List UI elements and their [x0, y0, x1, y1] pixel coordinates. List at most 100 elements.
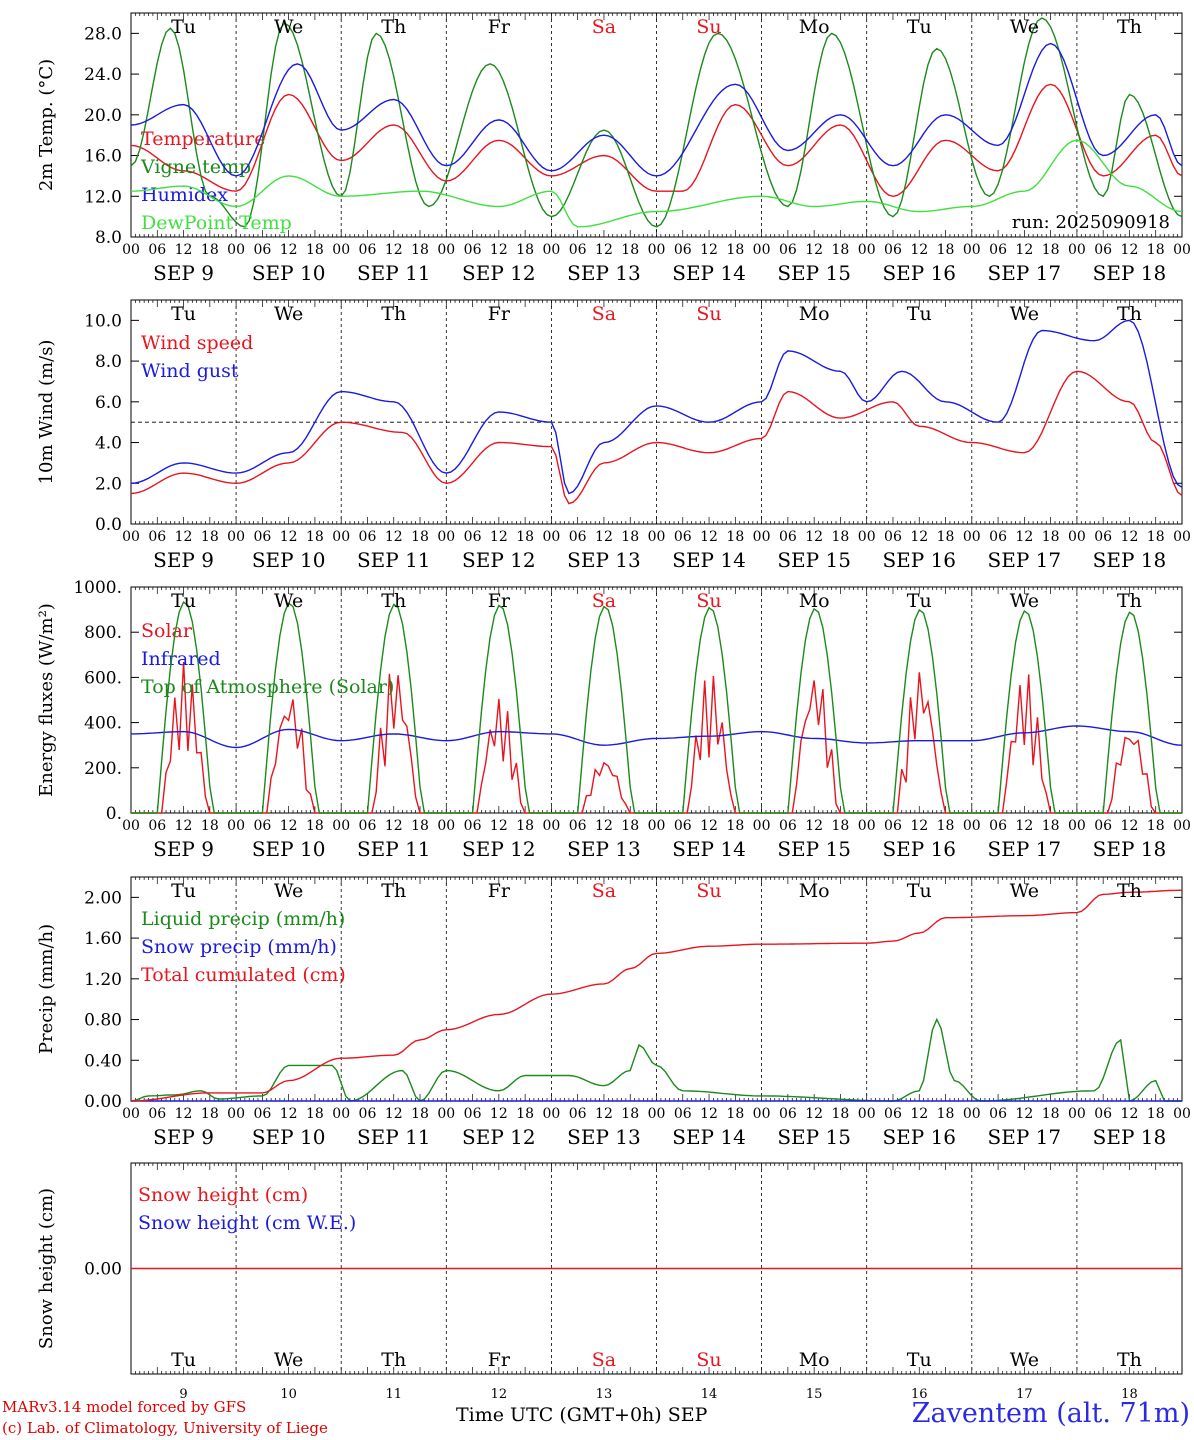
y-tick-label: 2.0 — [95, 474, 122, 494]
day-number-label: 14 — [701, 1387, 718, 1402]
weekday-label: Sa — [592, 16, 616, 38]
hour-tick-label: 06 — [674, 1106, 692, 1122]
hour-tick-label: 12 — [1121, 242, 1139, 258]
hour-tick-label: 06 — [1094, 529, 1112, 545]
hour-tick-label: 06 — [989, 1106, 1007, 1122]
hour-tick-label: 12 — [1121, 818, 1139, 834]
hour-tick-label: 12 — [595, 242, 613, 258]
weekday-label: We — [1010, 1349, 1039, 1371]
hour-tick-label: 12 — [1121, 1106, 1139, 1122]
hour-tick-label: 00 — [753, 818, 771, 834]
hour-tick-label: 12 — [490, 1106, 508, 1122]
day-number-label: 11 — [385, 1387, 402, 1402]
hour-tick-label: 12 — [385, 818, 403, 834]
y-tick-label: 0.0 — [95, 515, 122, 535]
hour-tick-label: 00 — [858, 818, 876, 834]
hour-tick-label: 12 — [490, 818, 508, 834]
y-axis-label: Snow height (cm) — [36, 1188, 57, 1349]
hour-tick-label: 00 — [753, 529, 771, 545]
weekday-label: Sa — [592, 880, 616, 902]
weekday-label: Th — [1117, 16, 1142, 38]
hour-tick-label: 06 — [359, 529, 377, 545]
weekday-label: We — [1010, 303, 1039, 325]
hour-tick-label: 18 — [1147, 1106, 1165, 1122]
hour-tick-label: 06 — [884, 818, 902, 834]
weekday-label: Sa — [592, 590, 616, 612]
hour-tick-label: 00 — [332, 242, 350, 258]
y-tick-label: 4.0 — [95, 434, 122, 454]
hour-tick-label: 06 — [464, 529, 482, 545]
y-tick-label: 800. — [84, 623, 122, 643]
hour-tick-label: 12 — [595, 529, 613, 545]
hour-tick-label: 18 — [832, 529, 850, 545]
date-label: SEP 9 — [153, 1125, 214, 1149]
hour-tick-label: 18 — [1042, 1106, 1060, 1122]
hour-tick-label: 18 — [411, 818, 429, 834]
legend-entry: Liquid precip (mm/h) — [141, 908, 345, 930]
weekday-label: Th — [381, 303, 406, 325]
hour-tick-label: 06 — [569, 529, 587, 545]
weekday-label: Fr — [488, 590, 511, 612]
y-tick-label: 1.20 — [84, 970, 122, 990]
hour-tick-label: 12 — [385, 242, 403, 258]
hour-tick-label: 12 — [700, 1106, 718, 1122]
hour-tick-label: 00 — [858, 529, 876, 545]
hour-tick-label: 06 — [779, 1106, 797, 1122]
hour-tick-label: 18 — [726, 529, 744, 545]
date-label: SEP 17 — [988, 548, 1062, 572]
hour-tick-label: 12 — [490, 242, 508, 258]
date-label: SEP 12 — [462, 837, 536, 861]
y-tick-label: 16.0 — [84, 147, 122, 167]
hour-tick-label: 18 — [726, 1106, 744, 1122]
weekday-label: We — [1010, 590, 1039, 612]
weekday-label: Th — [381, 590, 406, 612]
hour-tick-label: 00 — [1173, 529, 1191, 545]
weekday-label: Th — [1117, 590, 1142, 612]
weekday-label: Fr — [488, 303, 511, 325]
legend-entry: Vigne temp — [140, 156, 251, 178]
hour-tick-label: 00 — [1068, 529, 1086, 545]
date-label: SEP 12 — [462, 1125, 536, 1149]
legend-entry: Solar — [141, 620, 193, 642]
hour-tick-label: 00 — [858, 1106, 876, 1122]
hour-tick-label: 06 — [884, 1106, 902, 1122]
hour-tick-label: 00 — [648, 818, 666, 834]
hour-tick-label: 06 — [779, 818, 797, 834]
weekday-label: Sa — [592, 1349, 616, 1371]
lab-credit: (c) Lab. of Climatology, University of L… — [2, 1419, 328, 1437]
weekday-label: Fr — [488, 1349, 511, 1371]
hour-tick-label: 00 — [1068, 818, 1086, 834]
hour-tick-label: 12 — [280, 529, 298, 545]
weekday-label: Tu — [171, 590, 196, 612]
weekday-label: Sa — [592, 303, 616, 325]
hour-tick-label: 06 — [148, 242, 166, 258]
hour-tick-label: 12 — [910, 818, 928, 834]
date-label: SEP 9 — [153, 837, 214, 861]
hour-tick-label: 18 — [832, 1106, 850, 1122]
hour-tick-label: 00 — [963, 818, 981, 834]
weekday-label: Mo — [799, 880, 830, 902]
hour-tick-label: 18 — [937, 242, 955, 258]
hour-tick-label: 18 — [726, 242, 744, 258]
hour-tick-label: 06 — [989, 529, 1007, 545]
weekday-label: Su — [696, 590, 721, 612]
hour-tick-label: 18 — [306, 1106, 324, 1122]
hour-tick-label: 00 — [1068, 242, 1086, 258]
hour-tick-label: 18 — [516, 818, 534, 834]
weekday-label: We — [274, 590, 303, 612]
hour-tick-label: 12 — [910, 529, 928, 545]
y-tick-label: 0. — [106, 804, 122, 824]
date-label: SEP 18 — [1093, 837, 1167, 861]
hour-tick-label: 06 — [674, 529, 692, 545]
y-tick-label: 28.0 — [84, 24, 122, 44]
hour-tick-label: 18 — [832, 242, 850, 258]
hour-tick-label: 00 — [227, 818, 245, 834]
hour-tick-label: 06 — [569, 1106, 587, 1122]
date-label: SEP 18 — [1093, 548, 1167, 572]
hour-tick-label: 12 — [1015, 818, 1033, 834]
weekday-label: Th — [1117, 303, 1142, 325]
hour-tick-label: 18 — [1042, 529, 1060, 545]
hour-tick-label: 06 — [359, 242, 377, 258]
y-tick-label: 0.40 — [84, 1051, 122, 1071]
hour-tick-label: 06 — [148, 529, 166, 545]
